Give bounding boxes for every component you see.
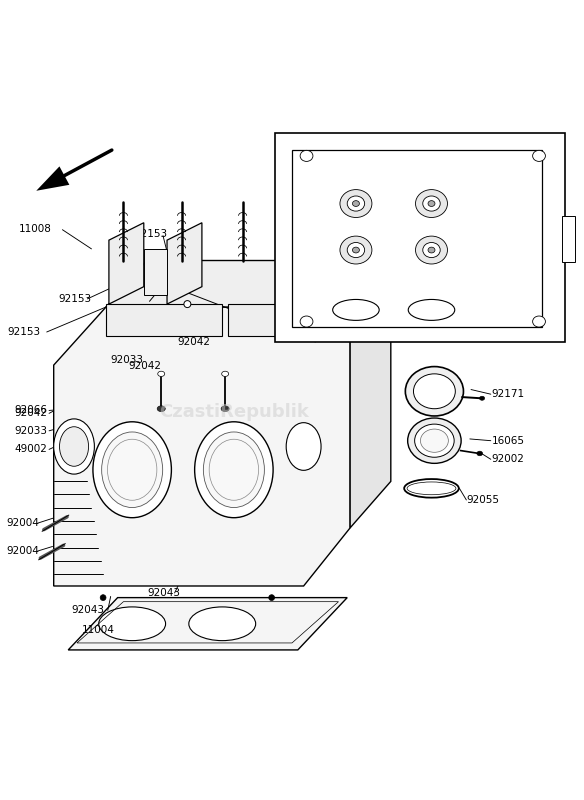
Text: 92055: 92055 xyxy=(467,495,499,505)
Bar xyxy=(274,133,565,342)
Polygon shape xyxy=(68,598,347,650)
Text: 92171: 92171 xyxy=(491,389,524,399)
Ellipse shape xyxy=(222,371,229,377)
Text: 92200: 92200 xyxy=(444,310,475,319)
Ellipse shape xyxy=(286,422,321,470)
Text: 92002: 92002 xyxy=(491,454,524,464)
Ellipse shape xyxy=(353,201,359,206)
Ellipse shape xyxy=(221,406,230,412)
Bar xyxy=(228,304,304,336)
Ellipse shape xyxy=(269,594,274,601)
Ellipse shape xyxy=(428,201,435,206)
Text: 92153B: 92153B xyxy=(444,295,482,305)
Ellipse shape xyxy=(158,371,165,377)
Text: 92153: 92153 xyxy=(134,230,167,239)
Ellipse shape xyxy=(423,242,440,258)
Ellipse shape xyxy=(479,396,485,400)
Ellipse shape xyxy=(102,432,163,507)
Text: 92151: 92151 xyxy=(286,239,317,250)
Ellipse shape xyxy=(300,316,313,327)
Text: (11008): (11008) xyxy=(481,150,522,160)
Ellipse shape xyxy=(477,451,482,456)
Text: 11008: 11008 xyxy=(19,223,52,234)
Polygon shape xyxy=(144,249,167,295)
Ellipse shape xyxy=(413,374,456,409)
Polygon shape xyxy=(106,261,391,307)
Polygon shape xyxy=(350,261,391,528)
Ellipse shape xyxy=(99,607,166,641)
Ellipse shape xyxy=(100,594,106,601)
Ellipse shape xyxy=(184,301,191,307)
Ellipse shape xyxy=(340,236,372,264)
Ellipse shape xyxy=(300,150,313,162)
Text: 11004: 11004 xyxy=(82,625,114,634)
Ellipse shape xyxy=(340,190,372,218)
Text: 92066: 92066 xyxy=(14,406,47,415)
Text: 92042: 92042 xyxy=(14,408,47,418)
Text: 92153: 92153 xyxy=(58,294,92,304)
Text: 92200: 92200 xyxy=(286,254,317,264)
Text: 92200: 92200 xyxy=(305,175,336,186)
Bar xyxy=(292,150,542,327)
Polygon shape xyxy=(167,222,202,304)
Ellipse shape xyxy=(415,424,454,458)
Text: 92042: 92042 xyxy=(128,362,161,371)
Ellipse shape xyxy=(54,419,95,474)
Ellipse shape xyxy=(194,422,273,518)
Ellipse shape xyxy=(60,426,89,466)
Ellipse shape xyxy=(420,429,449,452)
Text: 92004: 92004 xyxy=(6,518,39,528)
Text: 92151: 92151 xyxy=(320,305,351,315)
Text: 92153: 92153 xyxy=(7,327,40,337)
Ellipse shape xyxy=(347,196,364,211)
Text: 92043: 92043 xyxy=(148,588,181,598)
Text: CzastiRepublik: CzastiRepublik xyxy=(159,402,309,421)
Text: 92004: 92004 xyxy=(6,546,39,556)
Ellipse shape xyxy=(408,418,461,463)
Ellipse shape xyxy=(405,366,464,416)
Text: 49002: 49002 xyxy=(14,445,47,454)
Ellipse shape xyxy=(203,432,265,507)
Text: 92153A: 92153A xyxy=(305,161,342,170)
Ellipse shape xyxy=(533,316,545,327)
Bar xyxy=(562,216,575,262)
Text: 92200: 92200 xyxy=(390,175,420,186)
Ellipse shape xyxy=(353,247,359,253)
Ellipse shape xyxy=(157,406,165,412)
Text: 92154: 92154 xyxy=(491,231,522,241)
Ellipse shape xyxy=(415,236,447,264)
Ellipse shape xyxy=(93,422,171,518)
Text: 92043: 92043 xyxy=(71,606,104,615)
Text: 92033: 92033 xyxy=(14,426,47,436)
Ellipse shape xyxy=(415,190,447,218)
Polygon shape xyxy=(109,222,144,304)
Ellipse shape xyxy=(428,247,435,253)
Text: 16065: 16065 xyxy=(491,436,524,446)
Polygon shape xyxy=(36,166,69,190)
Ellipse shape xyxy=(347,242,364,258)
Text: 92200: 92200 xyxy=(320,319,351,330)
Text: 92033: 92033 xyxy=(110,355,144,366)
Bar xyxy=(106,304,223,336)
Text: 92042: 92042 xyxy=(177,337,210,347)
Text: 92151: 92151 xyxy=(390,161,420,170)
Polygon shape xyxy=(54,307,350,586)
Ellipse shape xyxy=(189,607,256,641)
Ellipse shape xyxy=(533,150,545,162)
Ellipse shape xyxy=(423,196,440,211)
